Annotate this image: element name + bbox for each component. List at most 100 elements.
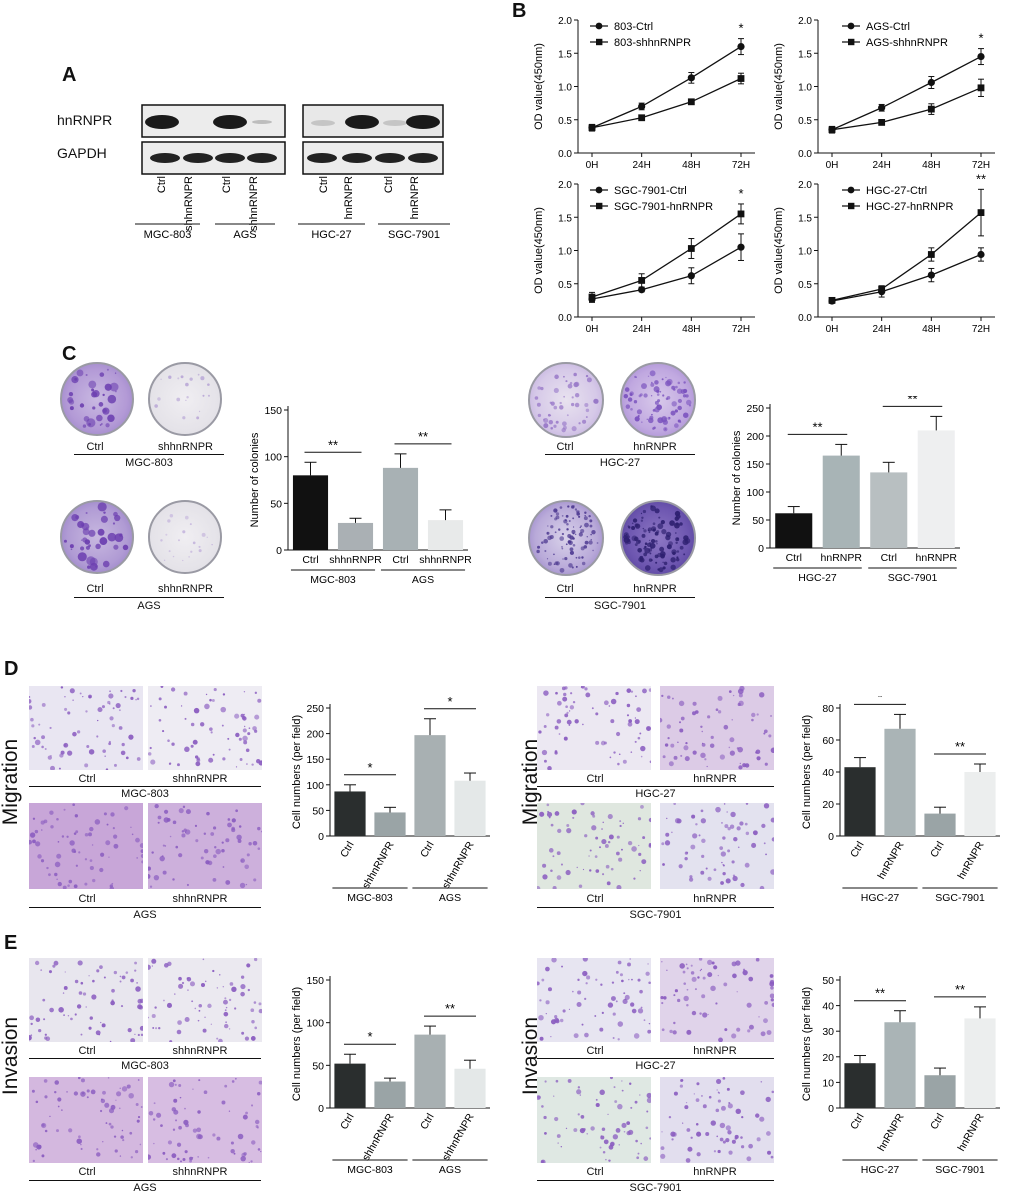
micro-label: Ctrl	[78, 773, 96, 785]
stain	[663, 561, 668, 566]
stain	[192, 739, 198, 745]
stain	[240, 991, 245, 997]
stain	[536, 549, 540, 554]
texture	[537, 803, 651, 889]
stain	[715, 1002, 718, 1005]
stain	[740, 1090, 745, 1096]
group-label: MGC-803	[125, 457, 173, 469]
stain	[566, 414, 569, 417]
significance-label: **	[955, 982, 965, 997]
stain	[171, 1153, 177, 1159]
stain	[646, 726, 651, 731]
stain	[547, 525, 549, 527]
stain	[56, 817, 59, 821]
stain	[685, 1102, 688, 1104]
stain	[723, 982, 728, 987]
micro-hgc27-ctrl	[537, 958, 651, 1042]
stain	[637, 1008, 644, 1014]
stain	[644, 565, 651, 571]
stain	[724, 824, 729, 829]
dish-label: Ctrl	[86, 441, 104, 453]
stain	[100, 515, 108, 523]
stain	[652, 528, 656, 532]
y-tick-label: 150	[306, 754, 324, 766]
stain	[663, 427, 668, 432]
stain	[110, 812, 115, 817]
stain	[769, 993, 774, 999]
stain	[61, 835, 65, 838]
stain	[725, 1138, 730, 1143]
stain	[207, 383, 210, 386]
stain	[678, 864, 683, 869]
stain	[177, 1157, 180, 1161]
stain	[720, 851, 727, 857]
legend-label: AGS-Ctrl	[866, 21, 910, 33]
stain	[595, 978, 598, 981]
stain	[55, 1129, 59, 1133]
stain	[759, 1116, 765, 1122]
category-label: hnRNPR	[875, 1111, 906, 1153]
group-label: MGC-803	[121, 1060, 169, 1072]
stain	[717, 1099, 721, 1103]
stain	[110, 1104, 116, 1110]
stain	[574, 508, 578, 511]
bar	[374, 1081, 406, 1108]
stain	[568, 724, 571, 726]
micro-label: Ctrl	[586, 893, 604, 905]
x-tick-label: 24H	[632, 160, 650, 171]
stain	[84, 833, 89, 837]
stain	[680, 754, 683, 757]
stain	[99, 867, 104, 873]
stain	[701, 730, 703, 733]
stain	[676, 388, 683, 394]
stain	[253, 1001, 257, 1004]
stain	[600, 983, 603, 986]
stain	[238, 737, 242, 741]
stain	[700, 968, 703, 971]
stain	[729, 824, 735, 829]
group-label: AGS	[133, 909, 157, 921]
stain	[572, 543, 576, 547]
stain	[120, 689, 123, 693]
stain	[89, 826, 94, 832]
y-tick-label: 0	[276, 545, 282, 557]
stain	[641, 533, 646, 538]
stain	[546, 803, 550, 807]
stain	[556, 851, 561, 856]
stain	[121, 1129, 124, 1132]
stain	[654, 539, 658, 543]
stain	[212, 877, 217, 882]
stain	[223, 999, 228, 1005]
stain	[628, 719, 633, 723]
bar	[917, 430, 955, 548]
stain	[700, 752, 706, 759]
stain	[188, 556, 190, 558]
stain	[746, 1002, 752, 1008]
stain	[719, 1122, 726, 1129]
stain	[120, 1135, 124, 1139]
stain	[720, 881, 724, 885]
stain	[100, 1021, 102, 1024]
stain	[687, 1146, 693, 1152]
stain	[621, 1122, 627, 1128]
stain	[207, 1003, 212, 1009]
stain	[633, 1033, 640, 1039]
stain	[695, 823, 698, 826]
stain	[580, 528, 585, 534]
stain	[639, 393, 643, 397]
stain	[555, 1019, 560, 1024]
legend-marker	[595, 186, 603, 194]
stain	[603, 700, 609, 706]
stain	[60, 1109, 63, 1112]
stain	[248, 1161, 250, 1163]
stain	[215, 848, 222, 855]
stain	[160, 1124, 163, 1127]
data-point	[927, 271, 935, 279]
stain	[157, 815, 162, 820]
y-tick-label: 1.5	[798, 49, 812, 60]
bar	[964, 772, 996, 836]
stain	[82, 424, 87, 428]
stain	[214, 846, 217, 849]
stain	[551, 958, 557, 963]
stain	[624, 387, 630, 392]
